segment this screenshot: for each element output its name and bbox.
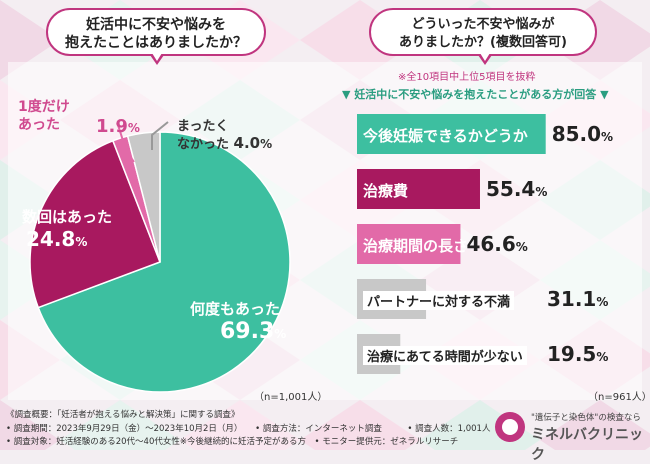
right-question-bubble: どういった不安や悩みが ありましたか？(複数回答可) bbox=[369, 8, 597, 56]
label-many: 何度もあった 69.3% bbox=[190, 298, 286, 344]
footer-line-2: • 調査期間：2023年9月29日（金）〜2023年10月2日（月） • 調査方… bbox=[6, 424, 491, 434]
bar-chart bbox=[357, 114, 546, 374]
left-bubble-tail bbox=[150, 53, 164, 65]
right-note: ※全10項目中上位5項目を抜粋 bbox=[398, 72, 536, 83]
label-1time-unit: % bbox=[127, 121, 140, 135]
bar-2 bbox=[357, 169, 480, 209]
pie-slice-none bbox=[126, 131, 161, 263]
bar-value-number-3: 46.6 bbox=[466, 232, 516, 256]
bar-value-unit-5: % bbox=[596, 350, 609, 364]
left-n-count: （n=1,001人） bbox=[254, 392, 328, 403]
bar-value-2: 55.4% bbox=[486, 177, 547, 201]
label-none-number: 4.0 bbox=[233, 134, 261, 152]
leader-line-none bbox=[151, 121, 169, 150]
bg-diamond bbox=[60, 400, 180, 450]
left-question-bubble: 妊活中に不安や悩みを 抱えたことはありましたか？ bbox=[46, 8, 266, 56]
bar-value-unit-1: % bbox=[601, 130, 614, 144]
label-none-line1: まったく bbox=[177, 119, 229, 134]
bg-diamond bbox=[0, 400, 60, 450]
bar-value-3: 46.6% bbox=[466, 232, 527, 256]
label-few-number: 24.8 bbox=[26, 227, 76, 251]
label-many-text: 何度もあった bbox=[190, 300, 281, 318]
bar-value-unit-4: % bbox=[596, 295, 609, 309]
bar-label-1: 今後妊娠できるかどうか bbox=[363, 127, 528, 145]
bar-value-number-5: 19.5 bbox=[547, 342, 597, 366]
brand-name: ミネルバクリニック bbox=[531, 427, 643, 463]
bar-label-5: 治療にあてる時間が少ない bbox=[363, 346, 527, 365]
bar-value-unit-2: % bbox=[535, 185, 548, 199]
clinic-logo-icon bbox=[495, 412, 525, 442]
right-bubble-tail bbox=[478, 53, 492, 65]
bar-1 bbox=[357, 114, 546, 154]
label-few-unit: % bbox=[75, 235, 88, 249]
pie-slice-few bbox=[29, 139, 161, 309]
brand-tagline: "遺伝子と染色体"の検査なら bbox=[531, 413, 641, 423]
right-subtitle: ▼ 妊活中に不安や悩みを抱えたことがある方が回答 ▼ bbox=[342, 88, 609, 101]
pie-slice-many bbox=[37, 131, 291, 393]
left-question-line2: 抱えたことはありましたか？ bbox=[65, 35, 247, 51]
bar-value-number-1: 85.0 bbox=[551, 122, 602, 146]
right-question-line1: どういった不安や悩みが bbox=[411, 17, 555, 32]
bg-diamond bbox=[180, 400, 300, 450]
right-question-line2: ありましたか？(複数回答可) bbox=[399, 35, 567, 50]
label-many-unit: % bbox=[274, 327, 287, 341]
footer-line-3: • 調査対象：妊活経験のある20代〜40代女性※今後継続的に妊活予定がある方 •… bbox=[6, 437, 459, 447]
bar-value-number-2: 55.4 bbox=[485, 177, 536, 201]
label-1time-line2: あった bbox=[18, 117, 60, 133]
bg-diamond bbox=[300, 400, 420, 450]
label-many-number: 69.3 bbox=[220, 319, 275, 344]
bar-value-1: 85.0% bbox=[552, 122, 613, 146]
bar-value-unit-3: % bbox=[515, 240, 528, 254]
label-none-line2: なかった bbox=[177, 137, 230, 152]
bar-label-4: パートナーに対する不満 bbox=[363, 291, 515, 310]
label-few-text: 数回はあった bbox=[22, 208, 113, 226]
bar-value-5: 19.5% bbox=[547, 342, 608, 366]
footer-line-1: 《調査概要：「妊活者が抱える悩みと解決策」に関する調査》 bbox=[6, 410, 240, 420]
right-n-count: （n=961人） bbox=[588, 392, 650, 403]
label-1time-value: 1.9% bbox=[96, 116, 140, 137]
left-question-line1: 妊活中に不安や悩みを bbox=[86, 17, 226, 33]
bar-label-2: 治療費 bbox=[363, 182, 409, 200]
bar-3 bbox=[357, 224, 461, 264]
bg-diamond bbox=[0, 0, 60, 80]
label-1time: 1度だけ あった bbox=[18, 98, 70, 134]
label-few: 数回はあった 24.8% bbox=[22, 206, 112, 251]
leader-line-once bbox=[117, 124, 135, 163]
label-1time-number: 1.9 bbox=[96, 116, 128, 137]
bar-label-3: 治療期間の長さ bbox=[363, 237, 469, 255]
label-1time-line1: 1度だけ bbox=[18, 99, 70, 115]
label-none-unit: % bbox=[260, 137, 273, 151]
label-none: まったく なかった 4.0% bbox=[177, 118, 272, 153]
bar-value-4: 31.1% bbox=[547, 287, 608, 311]
bar-value-number-4: 31.1 bbox=[547, 287, 597, 311]
bg-diamond bbox=[540, 400, 650, 450]
pie-chart bbox=[29, 121, 291, 393]
